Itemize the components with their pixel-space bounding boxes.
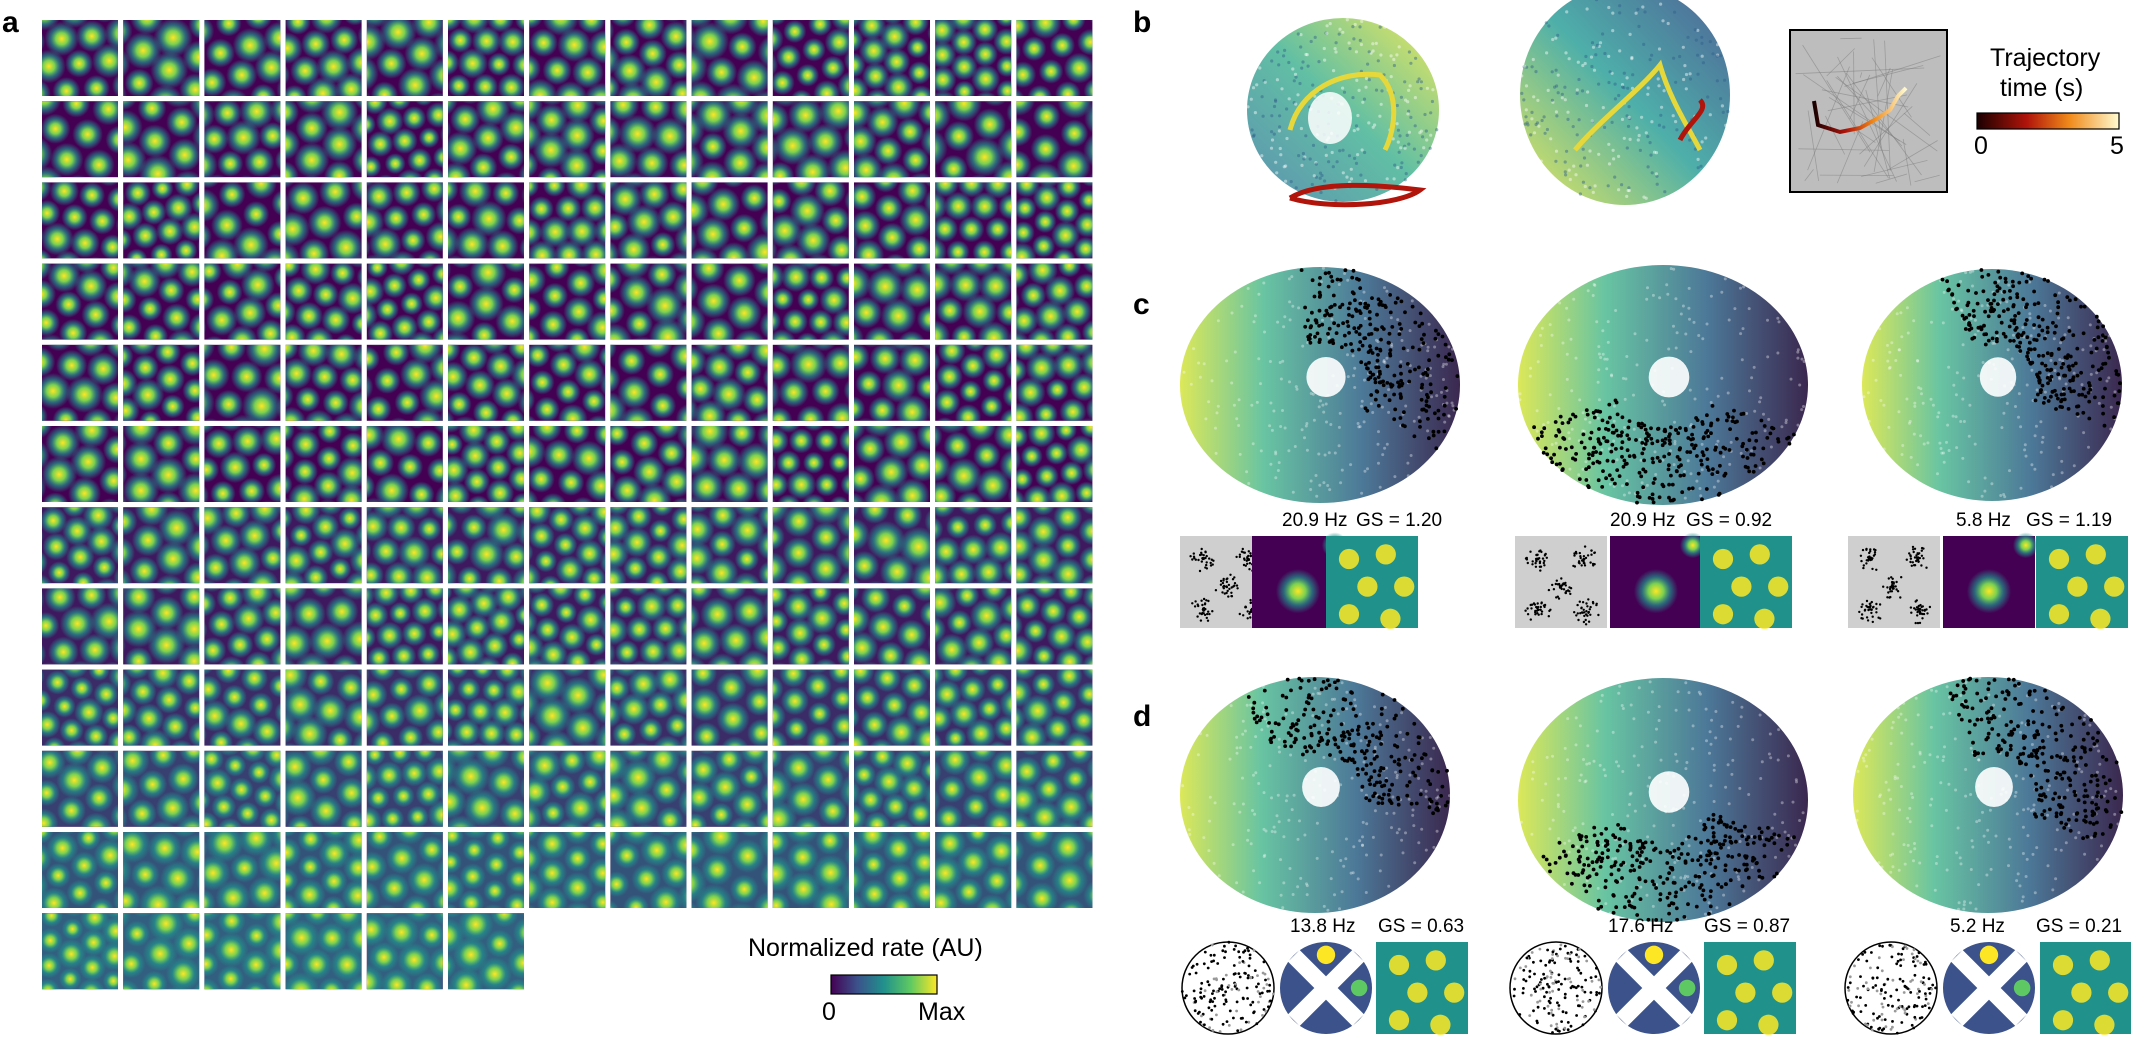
panel-d-spike-map	[1510, 942, 1602, 1034]
panel-c-rate-1: 20.9 Hz	[1282, 510, 1347, 532]
panel-c-spike-map	[1848, 536, 1940, 628]
panel-a-colorbar-min: 0	[822, 998, 836, 1027]
panel-d-rate-map	[1280, 942, 1372, 1034]
panel-c-rate-3: 5.8 Hz	[1956, 510, 2011, 532]
panel-d-gs-2: GS = 0.87	[1704, 916, 1790, 938]
panel-d-torus-2	[1518, 678, 1808, 922]
panel-a-colorbar	[831, 975, 937, 994]
panel-b-colorbar-max: 5	[2110, 132, 2124, 161]
panel-d-autocorr	[1704, 942, 1796, 1035]
panel-c-tori	[1180, 265, 2128, 629]
panel-b-colorbar-title-2: time (s)	[2000, 74, 2083, 103]
panel-d-autocorr	[1376, 942, 1468, 1035]
panel-d-rate-map	[1608, 942, 1700, 1034]
panel-d-rate-1: 13.8 Hz	[1290, 916, 1355, 938]
panel-d-torus-3	[1853, 676, 2123, 913]
panel-d-rate-2: 17.6 Hz	[1608, 916, 1673, 938]
panel-c-gs-2: GS = 0.92	[1686, 510, 1772, 532]
panel-c-rate-2: 20.9 Hz	[1610, 510, 1675, 532]
panel-d-spike-map	[1845, 942, 1937, 1035]
panel-c-gs-1: GS = 1.20	[1356, 510, 1442, 532]
panel-a-ratemap-grid	[0, 0, 1143, 1034]
panel-c-autocorr	[1700, 536, 1792, 629]
panel-d-tori	[1180, 676, 2131, 1035]
panel-d-autocorr	[2040, 942, 2131, 1035]
panel-d-rate-3: 5.2 Hz	[1950, 916, 2005, 938]
panel-c-rate-map	[1610, 532, 1706, 628]
panel-b-arena-box	[1790, 30, 1947, 192]
panel-b-colorbar	[1977, 113, 2119, 129]
panel-a-colorbar-title: Normalized rate (AU)	[748, 934, 983, 963]
panel-c-torus-1	[1180, 267, 1460, 503]
panel-c-gs-3: GS = 1.19	[2026, 510, 2112, 532]
panel-d-spike-map	[1181, 941, 1275, 1034]
panel-b-tori	[1246, 0, 2119, 205]
panel-b-colorbar-title-1: Trajectory	[1990, 44, 2100, 73]
panel-c-torus-2	[1518, 265, 1808, 505]
panel-b-colorbar-min: 0	[1974, 132, 1988, 161]
panel-d-torus-1	[1180, 677, 1451, 913]
panel-c-rate-map	[1943, 532, 2039, 628]
panel-d-gs-3: GS = 0.21	[2036, 916, 2122, 938]
panel-d-gs-1: GS = 0.63	[1378, 916, 1464, 938]
panel-a-colorbar-max: Max	[918, 998, 965, 1027]
panel-c-spike-map	[1515, 536, 1607, 628]
panel-b-torus-1-hole	[1308, 92, 1352, 144]
panel-d-rate-map	[1943, 942, 2035, 1034]
panel-c-autocorr	[2036, 536, 2128, 629]
panel-c-autocorr	[1326, 536, 1418, 629]
panel-c-torus-3	[1862, 268, 2122, 501]
